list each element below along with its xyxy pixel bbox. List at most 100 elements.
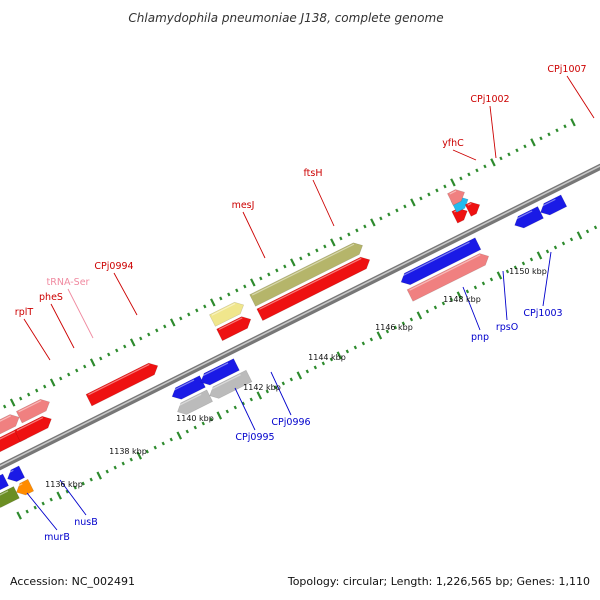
scale-tick	[267, 272, 271, 277]
scale-label: 1142 kbp	[243, 383, 281, 392]
label-yfhc: yfhC	[442, 138, 464, 149]
gene-pnp	[400, 237, 482, 286]
label-trna-ser: tRNA-Ser	[47, 277, 90, 288]
scale-tick	[369, 337, 374, 342]
scale-tick	[235, 288, 239, 293]
gene-CPj0995-shine	[171, 379, 195, 392]
label-cpj1003: CPj1003	[523, 308, 562, 319]
scale-tick	[570, 118, 576, 127]
scale-label: 1146 kbp	[375, 323, 413, 332]
scale-tick	[9, 398, 16, 407]
scale-tick	[393, 325, 398, 330]
scale-tick	[243, 284, 247, 289]
gene-CPj1003b-shine	[539, 198, 556, 208]
scale-tick	[227, 292, 231, 297]
scale-tick	[443, 184, 447, 189]
label-ftsh: ftsH	[304, 168, 323, 179]
scale-tick	[330, 238, 336, 247]
label-rpso: rpsO	[496, 322, 518, 333]
scale-tick	[123, 344, 127, 349]
scale-tick	[209, 417, 213, 422]
label-cpj0995-leader	[234, 387, 256, 431]
gene-nusB	[16, 478, 35, 496]
scale-tick	[435, 188, 439, 193]
scale-tick	[193, 425, 197, 430]
scale-tick	[155, 328, 159, 333]
scale-tick	[593, 225, 598, 230]
gene-callouts: rplT pheS tRNA-Ser CPj0994 mesJ ftsH yfhC CPj10…	[15, 64, 595, 543]
label-pnp-leader	[462, 286, 481, 331]
genome-summary: Topology: circular; Length: 1,226,565 bp…	[287, 575, 590, 588]
scale-tick	[176, 431, 183, 440]
scale-tick	[361, 341, 366, 346]
gene-CPj0995b-shine	[200, 362, 229, 378]
scale-tick	[75, 368, 79, 373]
scale-tick	[321, 361, 326, 366]
label-cpj1002: CPj1002	[470, 94, 509, 105]
scale-tick	[129, 338, 136, 347]
scale-tick	[563, 124, 567, 129]
gene-mesJ-rna	[208, 301, 245, 327]
scale-tick	[419, 196, 423, 201]
scale-tick	[233, 405, 237, 410]
gene-murB	[0, 486, 20, 508]
scale-tick	[89, 358, 96, 367]
scale-tick	[185, 429, 189, 434]
scale-tick	[73, 485, 77, 490]
scale-tick	[299, 256, 303, 261]
scale-tick	[34, 388, 39, 393]
scale-tick	[507, 152, 511, 157]
scale-tick	[169, 318, 176, 327]
gene-cluster-a-shine	[0, 415, 11, 422]
label-trna-ser-leader	[67, 288, 94, 339]
gene-CPj1003b	[540, 194, 568, 216]
gene-CPj0994	[85, 362, 159, 407]
scale-tick	[409, 317, 414, 322]
scale-tick	[473, 285, 478, 290]
label-cpj1003-leader	[542, 251, 552, 307]
gene-murB-a	[0, 473, 10, 491]
scale-tick	[307, 252, 311, 257]
label-rpso-leader	[502, 270, 508, 321]
scale-tick	[2, 404, 7, 409]
gene-tRNA-Ser-shine	[18, 400, 42, 413]
gene-nusB-shine	[15, 483, 23, 488]
scale-tick	[403, 204, 407, 209]
label-cpj1002-leader	[489, 105, 497, 159]
gene-CPj0996	[177, 389, 214, 415]
scale-tick	[385, 329, 390, 334]
scale-tick	[336, 351, 343, 360]
scale-tick	[153, 445, 157, 450]
scale-tick	[250, 278, 256, 287]
scale-tick	[410, 198, 416, 207]
scale-tick	[42, 384, 47, 389]
scale-tick	[281, 381, 286, 386]
scale-tick	[203, 304, 207, 309]
scale-tick	[283, 264, 287, 269]
scale-tick	[216, 411, 223, 420]
scale-tick	[481, 281, 486, 286]
scale-tick	[456, 291, 463, 300]
label-murb-leader	[26, 492, 58, 531]
scale-tick	[496, 271, 503, 280]
label-nusb: nusB	[74, 517, 98, 528]
scale-tick	[395, 208, 399, 213]
scale-tick	[505, 269, 510, 274]
label-pnp: pnp	[471, 332, 489, 343]
scale-tick	[259, 276, 263, 281]
label-cpj1007: CPj1007	[547, 64, 586, 75]
scale-tick	[467, 172, 471, 177]
scale-tick	[147, 332, 151, 337]
gene-murB-b	[7, 465, 26, 482]
scale-tick	[513, 265, 518, 270]
scale-tick	[56, 491, 62, 500]
label-mesj: mesJ	[232, 200, 255, 211]
scale-tick	[83, 364, 87, 369]
gene-ftsH-upper-shine	[251, 243, 355, 296]
scale-tick	[529, 257, 534, 262]
label-nusb-leader	[59, 479, 87, 516]
gene-CPj1002b-shine	[449, 190, 457, 195]
gene-mesJ-shine	[218, 317, 243, 331]
gene-cluster-a	[0, 414, 20, 435]
